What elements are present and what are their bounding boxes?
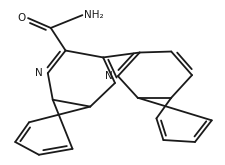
Text: O: O [18,13,26,23]
Text: N: N [105,71,113,81]
Text: N: N [35,68,43,78]
Text: NH₂: NH₂ [84,10,104,20]
